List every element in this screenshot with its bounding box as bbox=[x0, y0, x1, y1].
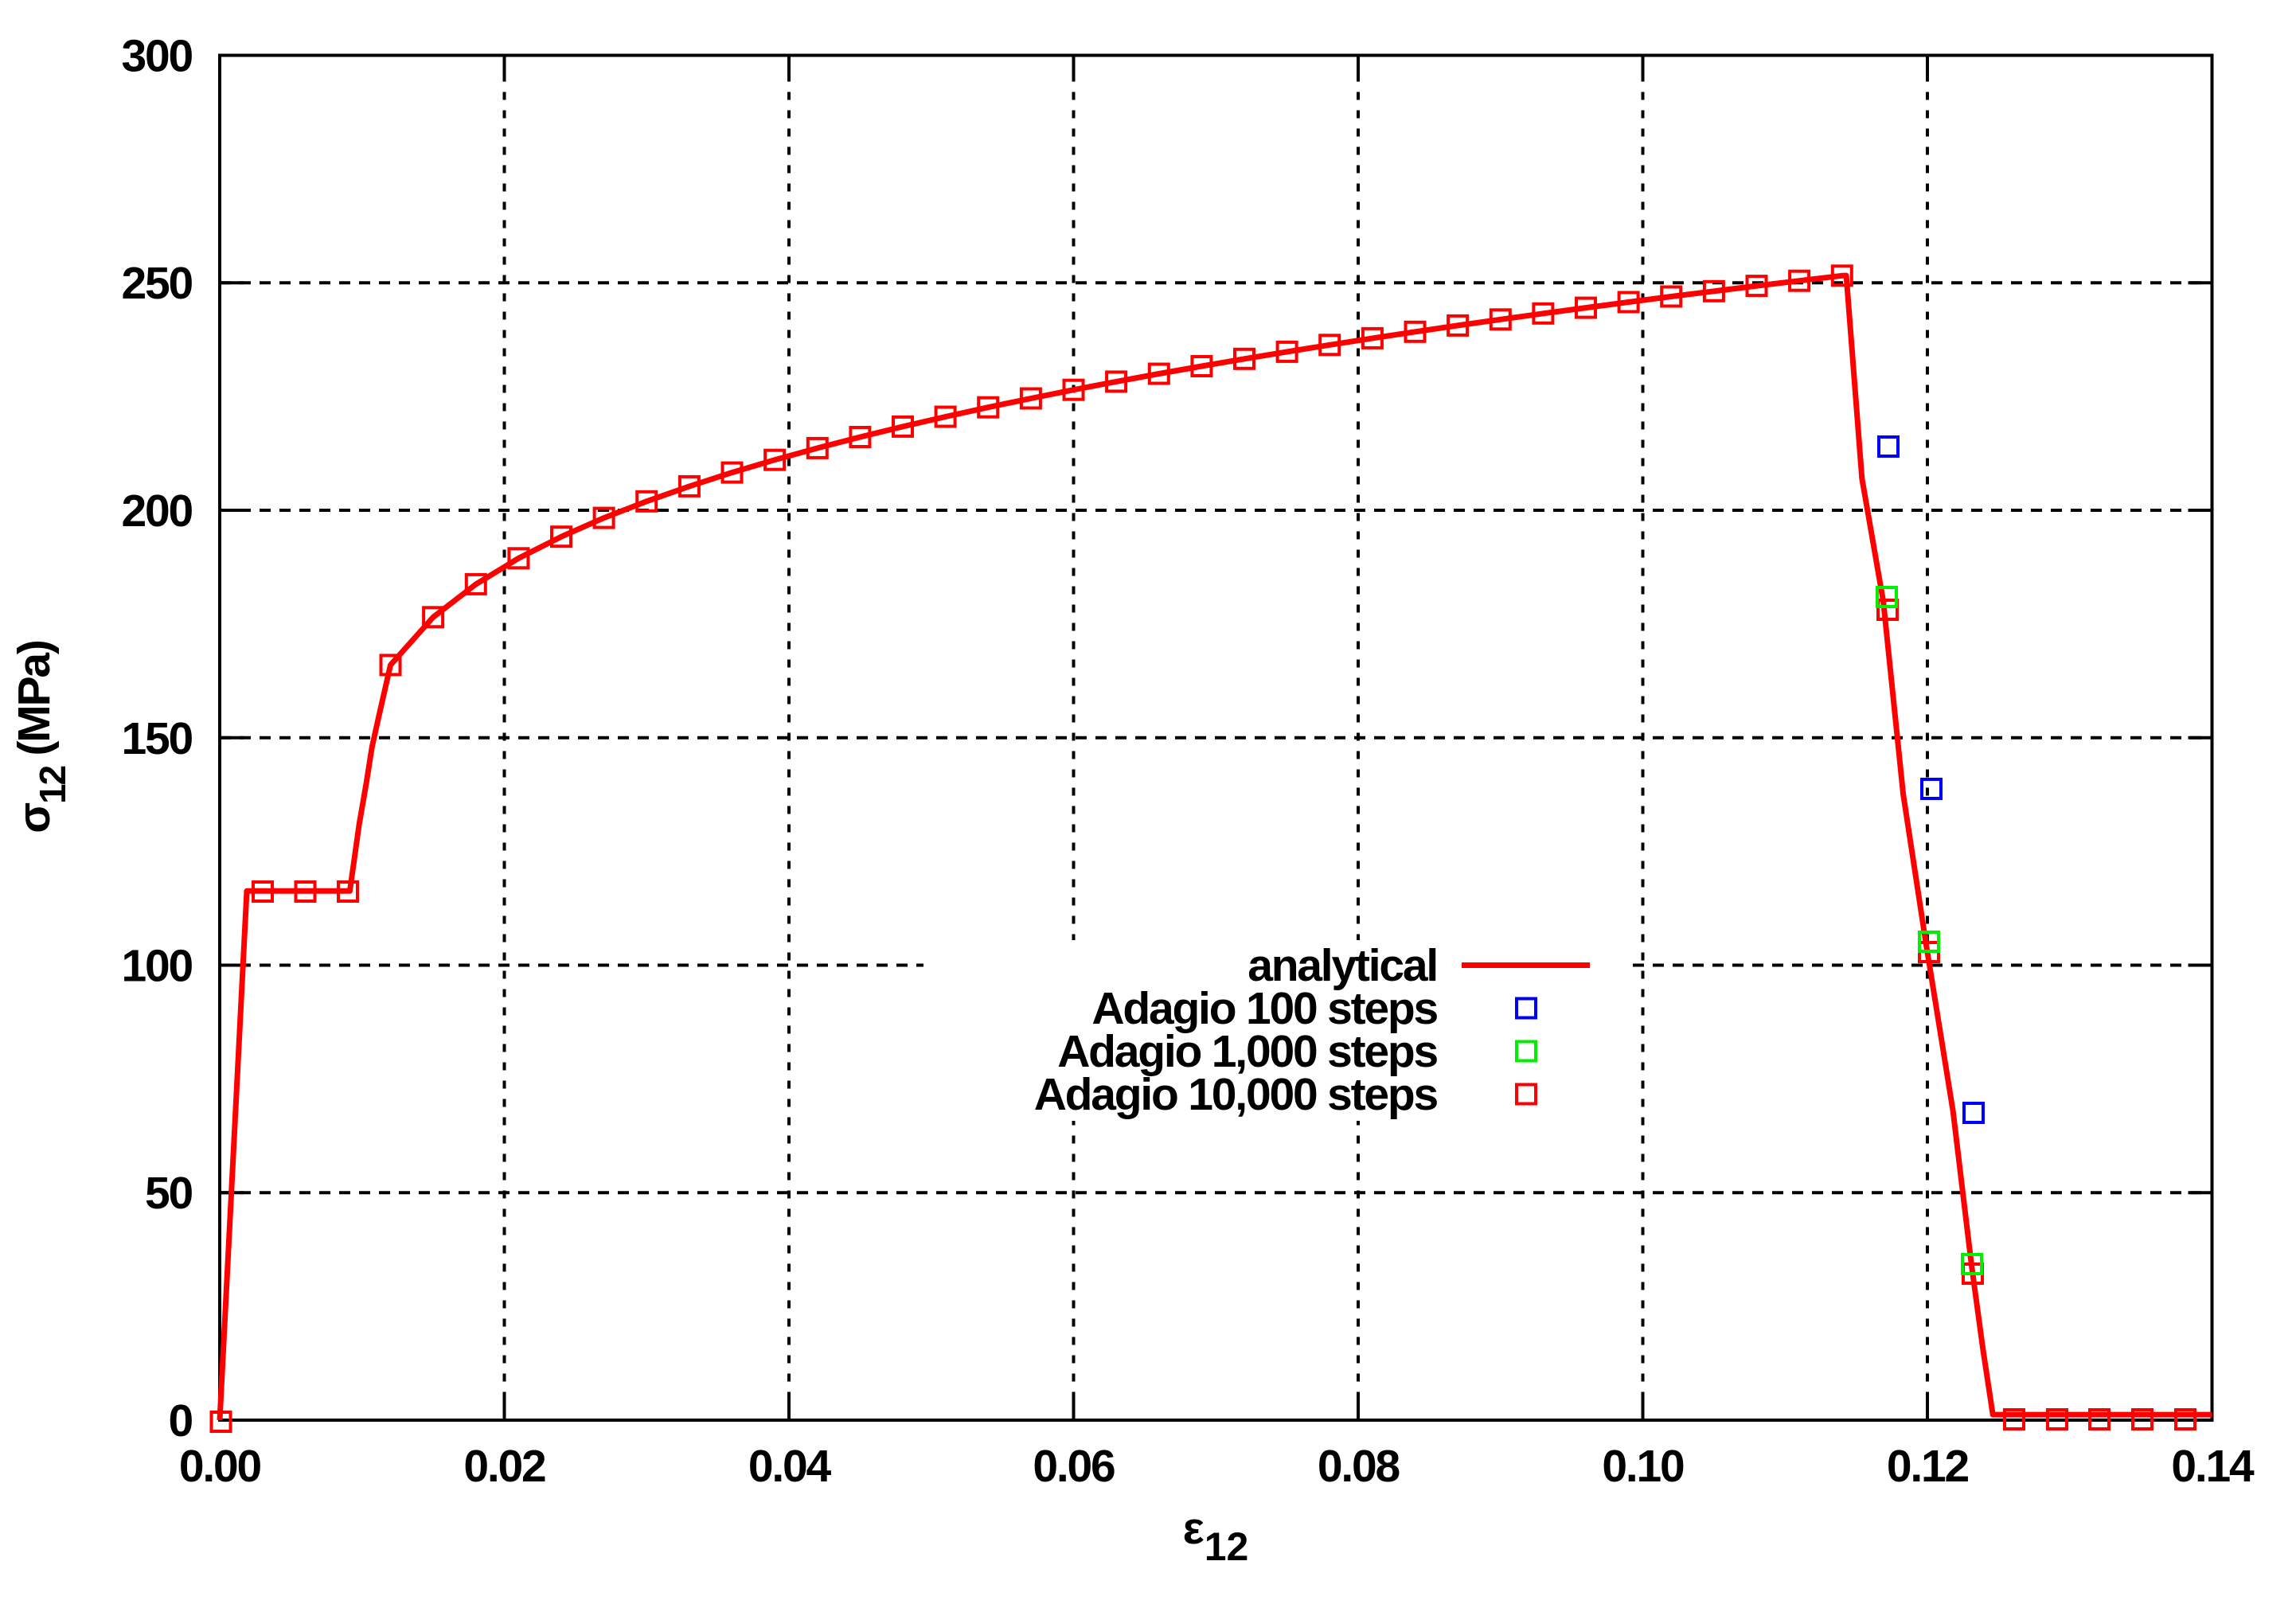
svg-text:0.04: 0.04 bbox=[748, 1441, 832, 1492]
svg-text:0.12: 0.12 bbox=[1887, 1441, 1969, 1492]
svg-text:150: 150 bbox=[121, 713, 192, 764]
svg-text:0.06: 0.06 bbox=[1033, 1441, 1115, 1492]
svg-text:0.14: 0.14 bbox=[2171, 1441, 2255, 1492]
svg-text:0.00: 0.00 bbox=[179, 1441, 261, 1492]
svg-text:0.08: 0.08 bbox=[1318, 1441, 1400, 1492]
svg-text:300: 300 bbox=[121, 31, 192, 82]
svg-text:0.10: 0.10 bbox=[1602, 1441, 1684, 1492]
svg-text:Adagio 100 steps: Adagio 100 steps bbox=[1091, 983, 1437, 1034]
svg-text:100: 100 bbox=[121, 941, 192, 992]
svg-text:50: 50 bbox=[145, 1168, 193, 1219]
svg-text:0: 0 bbox=[168, 1395, 192, 1446]
svg-text:0.02: 0.02 bbox=[463, 1441, 545, 1492]
svg-text:Adagio 10,000 steps: Adagio 10,000 steps bbox=[1034, 1069, 1438, 1120]
svg-text:analytical: analytical bbox=[1248, 940, 1437, 991]
svg-text:250: 250 bbox=[121, 258, 192, 309]
svg-text:200: 200 bbox=[121, 486, 192, 537]
svg-text:Adagio 1,000 steps: Adagio 1,000 steps bbox=[1057, 1026, 1437, 1077]
